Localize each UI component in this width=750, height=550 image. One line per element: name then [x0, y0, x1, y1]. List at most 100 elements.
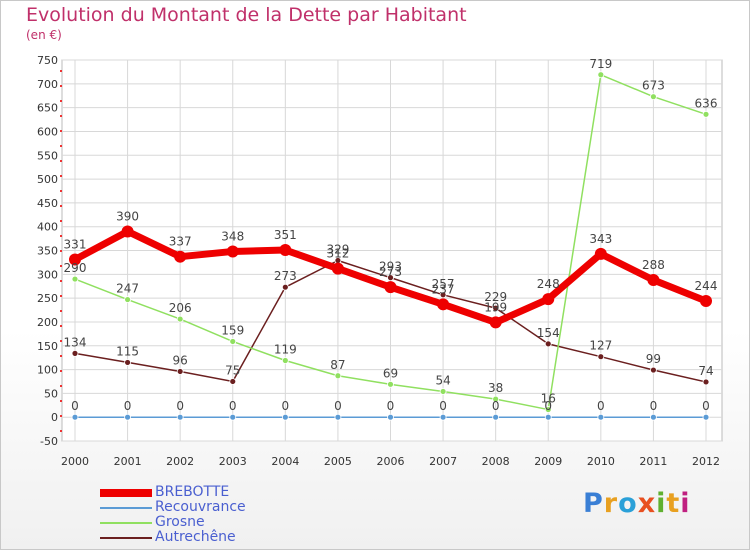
data-point [702, 110, 710, 118]
y-tick-label: 200 [37, 316, 58, 329]
logo-letter: P [583, 488, 604, 519]
axis-mark [60, 295, 62, 297]
axis-mark [60, 385, 62, 387]
data-label: 0 [650, 399, 658, 413]
data-label: 331 [64, 238, 87, 252]
data-point [229, 413, 237, 421]
axis-mark [60, 280, 62, 282]
data-point [176, 368, 184, 375]
data-label: 87 [330, 358, 345, 372]
data-label: 348 [221, 229, 244, 243]
legend-item: Grosne [100, 514, 270, 530]
proxiti-logo: Proxiti [583, 488, 691, 519]
data-point [229, 378, 237, 385]
data-point [492, 413, 500, 421]
data-point [492, 395, 500, 403]
data-label: 390 [116, 209, 139, 223]
axis-mark [60, 145, 62, 147]
y-tick-label: 650 [37, 102, 58, 115]
data-label: 0 [544, 399, 552, 413]
data-point [489, 316, 502, 329]
data-label: 206 [169, 301, 192, 315]
x-tick-label: 2005 [324, 455, 352, 468]
axis-mark [60, 430, 62, 432]
data-point [176, 315, 184, 323]
axis-mark [60, 85, 62, 87]
y-tick-label: 150 [37, 340, 58, 353]
data-point [544, 340, 552, 348]
y-tick-label: 600 [37, 125, 58, 138]
data-point [439, 388, 447, 395]
data-point [702, 413, 710, 421]
axis-mark [60, 355, 62, 357]
axis-mark [60, 235, 62, 237]
y-tick-label: 500 [37, 173, 58, 186]
chart-title: Evolution du Montant de la Dette par Hab… [26, 4, 467, 26]
data-label: 273 [379, 265, 402, 279]
data-label: 96 [173, 353, 188, 367]
data-point [176, 413, 184, 421]
data-label: 154 [537, 326, 560, 340]
y-tick-label: -50 [40, 435, 58, 448]
data-label: 351 [274, 228, 297, 242]
x-tick-label: 2004 [271, 455, 299, 468]
data-label: 0 [439, 399, 447, 413]
data-label: 719 [589, 57, 612, 71]
data-point [174, 250, 187, 263]
data-point [124, 296, 131, 303]
data-label: 237 [432, 282, 455, 296]
data-label: 75 [225, 363, 240, 377]
data-point [281, 357, 289, 364]
data-point [69, 253, 81, 266]
data-label: 0 [229, 399, 237, 413]
axis-mark [60, 115, 62, 117]
data-point [492, 304, 500, 312]
logo-letter: r [603, 488, 619, 519]
data-point [71, 275, 79, 283]
y-tick-label: 350 [37, 245, 58, 258]
data-point [334, 413, 342, 421]
legend-swatch [100, 522, 152, 524]
legend-label: Recouvrance [155, 499, 246, 515]
data-label: 159 [221, 323, 244, 337]
y-tick-label: 300 [37, 268, 58, 281]
y-tick-label: 750 [37, 54, 58, 67]
data-label: 312 [326, 247, 349, 261]
data-label: 0 [492, 399, 500, 413]
data-point [384, 281, 397, 294]
axis-mark [60, 220, 62, 222]
data-label: 0 [334, 399, 342, 413]
data-point [597, 413, 605, 421]
data-label: 38 [488, 381, 503, 395]
data-point [229, 338, 237, 345]
data-point [700, 294, 712, 307]
data-point [121, 225, 134, 238]
data-label: 0 [71, 399, 79, 413]
data-point [387, 274, 394, 282]
data-label: 69 [383, 366, 398, 380]
legend-swatch [100, 537, 152, 539]
y-tick-label: 100 [37, 364, 58, 377]
data-point [124, 359, 131, 366]
logo-letter: i [656, 488, 667, 519]
data-point [226, 245, 239, 258]
axis-mark [60, 100, 62, 102]
legend-swatch [100, 507, 152, 509]
legend-swatch [100, 489, 152, 497]
legend-item: Autrechêne [100, 529, 270, 545]
x-tick-label: 2006 [377, 455, 405, 468]
data-point [702, 378, 710, 386]
y-tick-label: 450 [37, 197, 58, 210]
x-tick-label: 2011 [639, 455, 667, 468]
data-point [647, 274, 660, 287]
data-label: 199 [484, 300, 507, 314]
data-label: 0 [282, 399, 290, 413]
legend-label: BREBOTTE [155, 484, 230, 500]
data-point [650, 366, 657, 374]
data-point [71, 349, 79, 357]
x-tick-label: 2012 [692, 455, 720, 468]
axis-mark [60, 175, 62, 177]
data-label: 673 [642, 79, 665, 93]
axis-mark [60, 325, 62, 327]
